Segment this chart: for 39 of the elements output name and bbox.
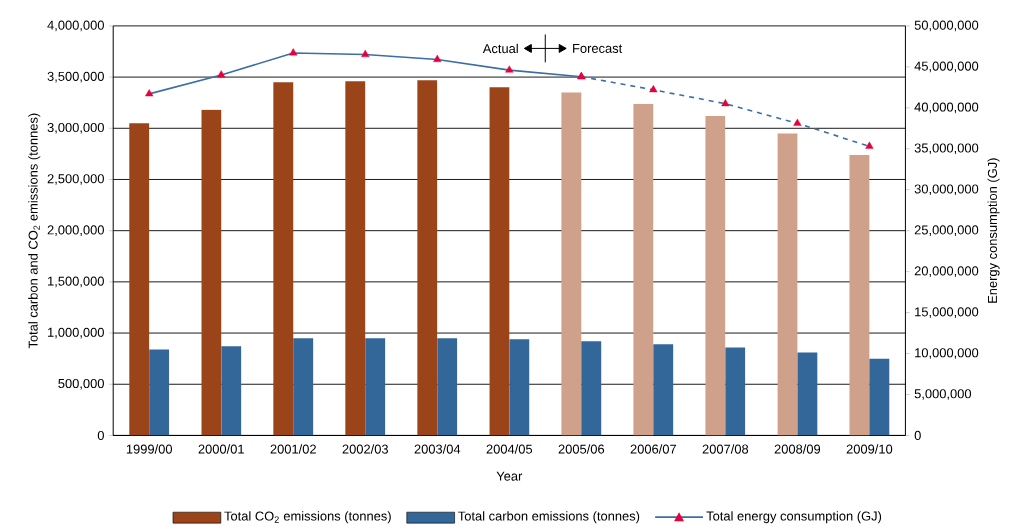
x-tick-label: 2007/08 [702, 444, 749, 454]
y-tick-label: 500,000 [58, 378, 104, 390]
y2-tick-label: 5,000,000 [914, 389, 972, 400]
y2-tick-label: 35,000,000 [914, 143, 979, 155]
y2-tick-label: 30,000,000 [914, 184, 979, 195]
x-tick-label: 2000/01 [198, 444, 244, 454]
x-tick-label: 2009/10 [846, 444, 893, 454]
y2-tick-label: 50,000,000 [914, 20, 979, 32]
legend-label: Total carbon emissions (tonnes) [458, 511, 640, 524]
x-tick-label: 2001/02 [270, 444, 316, 454]
x-axis-title: Year [496, 471, 523, 481]
y2-axis-title: Energy consumption (GJ) [987, 158, 1000, 303]
y-tick-label: 1,500,000 [48, 276, 104, 288]
y-tick-label: 4,000,000 [47, 20, 104, 32]
y2-tick-label: 45,000,000 [914, 61, 979, 73]
annotation: Actual [482, 43, 518, 54]
legend-label: Total energy consumption (GJ) [706, 511, 882, 524]
x-tick-label: 2005/06 [558, 444, 605, 454]
x-tick-label: 2003/04 [414, 444, 461, 454]
x-tick-label: 2004/05 [486, 444, 533, 454]
y-axis-title: Total carbon and CO$_{2}$ emissions (tonnes) [28, 113, 41, 349]
x-tick-label: 2002/03 [342, 444, 389, 454]
y2-tick-label: 40,000,000 [914, 102, 979, 114]
x-tick-label: 2008/09 [774, 444, 821, 454]
y-tick-label: 3,000,000 [47, 122, 104, 134]
annotation: Forecast [573, 43, 623, 53]
y2-tick-label: 10,000,000 [915, 348, 979, 359]
y-tick-label: 3,500,000 [47, 71, 104, 83]
y-tick-label: 2,000,000 [47, 225, 104, 236]
y2-tick-label: 20,000,000 [914, 266, 979, 277]
x-tick-label: 2006/07 [630, 444, 677, 454]
legend-label: Total CO$_{2}$ emissions (tonnes) [224, 511, 391, 524]
y-tick-label: 0 [97, 430, 104, 440]
y-tick-label: 1,000,000 [48, 327, 104, 339]
y2-tick-label: 0 [914, 430, 921, 440]
x-tick-label: 1999/00 [126, 444, 173, 454]
y-tick-label: 2,500,000 [47, 174, 104, 185]
y2-tick-label: 15,000,000 [915, 307, 979, 318]
y2-tick-label: 25,000,000 [914, 225, 979, 236]
